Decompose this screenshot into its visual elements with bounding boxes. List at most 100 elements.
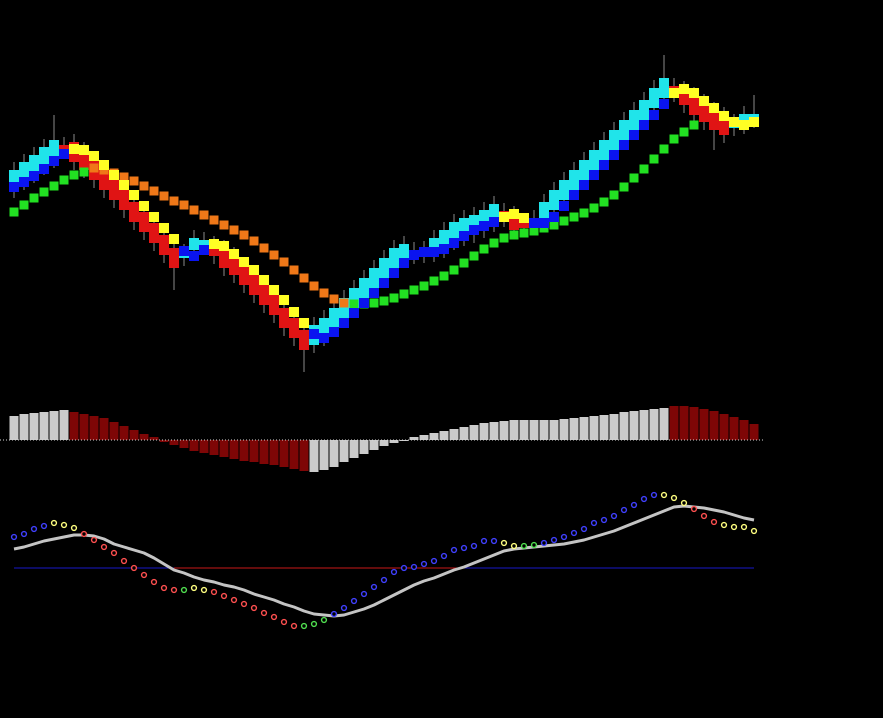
oscillator-dot [500,539,508,547]
histogram-bar [69,412,79,440]
trend-marker [539,218,549,228]
trend-marker [659,99,669,109]
candle-body [329,308,339,328]
trend-marker [429,247,439,257]
histogram-bar [549,420,559,440]
candle-body [279,308,289,328]
oscillator-dot [340,604,348,612]
histogram-bar [99,418,109,440]
candle-body [709,110,719,130]
trend-marker [329,327,339,337]
candle-body [219,248,229,268]
oscillator-dot [550,536,558,544]
candle-body [609,130,619,150]
candle-body [479,210,489,230]
candle-body [169,248,179,268]
oscillator-dot [530,541,538,549]
trend-marker [749,117,759,127]
oscillator-dot [100,543,108,551]
trend-marker [119,172,129,182]
histogram-bar [569,418,579,440]
trend-marker [289,307,299,317]
oscillator-dot [290,622,298,630]
trend-marker [299,318,309,328]
trend-marker [739,120,749,130]
oscillator-dot [300,622,308,630]
candle-body [339,298,349,318]
trend-marker [559,201,569,211]
trend-marker [209,215,219,225]
trend-marker [339,298,349,308]
oscillator-dot [280,618,288,626]
candle-body [259,285,269,305]
trend-marker [339,318,349,328]
histogram-bar [249,440,259,462]
trend-marker [149,186,159,196]
trend-marker [529,218,539,228]
trend-marker [249,265,259,275]
oscillator-dot [600,516,608,524]
histogram-bar [289,440,299,469]
trend-marker [69,170,79,180]
histogram-bar [29,413,39,440]
histogram-bar [199,440,209,453]
trend-marker [219,241,229,251]
histogram-bar [369,440,379,450]
trend-marker [309,281,319,291]
trend-marker [429,276,439,286]
candle-body [299,330,309,350]
trend-marker [679,84,689,94]
candle-body [649,88,659,108]
trend-marker [469,251,479,261]
trend-marker [129,190,139,200]
trend-marker [29,193,39,203]
trend-marker [409,250,419,260]
trend-marker [579,208,589,218]
trend-marker [699,96,709,106]
oscillator-dot [520,542,528,550]
histogram-bar [539,420,549,440]
candle-body [629,110,639,130]
trend-marker [79,167,89,177]
oscillator-dot [390,568,398,576]
histogram-bar [119,426,129,440]
trend-marker [569,212,579,222]
histogram-bar [409,437,419,440]
oscillator-dot [690,505,698,513]
oscillator-dot [240,600,248,608]
oscillator-dot [250,604,258,612]
oscillator-dot [570,529,578,537]
histogram-bar [419,435,429,440]
histogram-bar [359,440,369,454]
histogram-bar [169,440,179,445]
trend-marker [669,134,679,144]
histogram-bar [639,410,649,440]
oscillator-dot [20,530,28,538]
trend-marker [549,212,559,222]
candle-body [159,235,169,255]
trend-marker [319,288,329,298]
trend-marker [39,164,49,174]
oscillator-dot [210,588,218,596]
candle-body [209,244,219,256]
trend-marker [9,207,19,217]
histogram-bar [649,409,659,440]
histogram-bar [459,427,469,440]
oscillator-dot [480,537,488,545]
trend-marker [109,170,119,180]
histogram-bar [299,440,309,471]
trend-marker [509,209,519,219]
candle-body [379,258,389,278]
trend-marker [199,210,209,220]
candle-body [59,145,69,151]
candle-body [549,190,559,210]
trend-marker [59,175,69,185]
trend-marker [599,197,609,207]
oscillator-dot [380,576,388,584]
histogram-bar [509,420,519,440]
histogram-bar [619,412,629,440]
trend-marker [459,258,469,268]
oscillator-dot [160,584,168,592]
histogram-bar [39,412,49,440]
histogram-bar [79,414,89,440]
